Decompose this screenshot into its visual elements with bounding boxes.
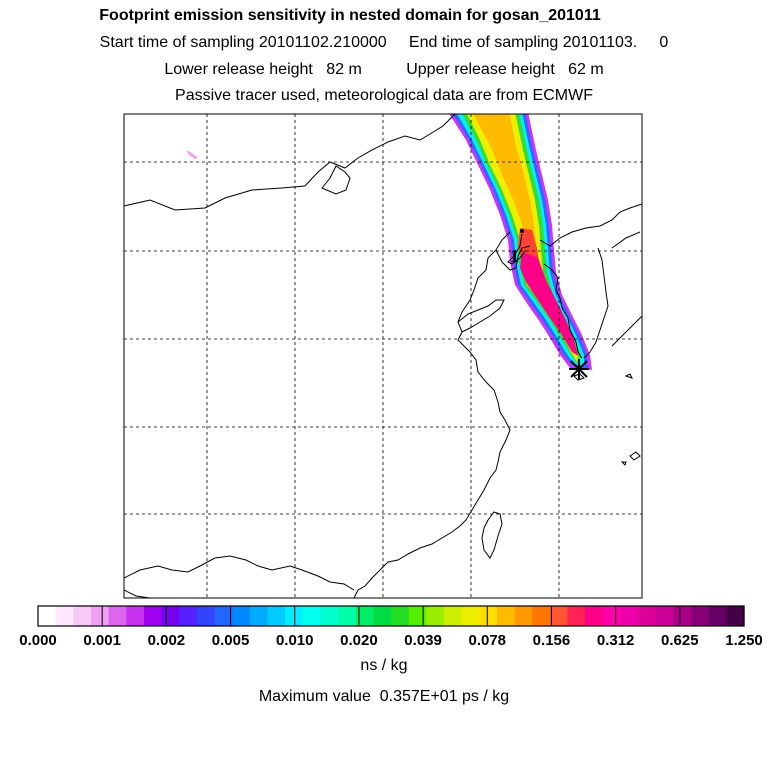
colorbar-tick-label: 0.000 xyxy=(19,632,57,649)
plume-band-magenta xyxy=(520,252,578,356)
colorbar-tick-label: 0.002 xyxy=(147,632,186,649)
colorbar-cell xyxy=(338,606,357,626)
colorbar-cell xyxy=(232,606,251,626)
islands-east-2 xyxy=(629,451,641,461)
colorbar-major-ticks xyxy=(37,606,745,626)
release-point-dot xyxy=(520,229,524,233)
colorbar-cell xyxy=(196,606,216,626)
colorbar-units: ns / kg xyxy=(360,657,408,674)
korea-border xyxy=(539,203,642,247)
colorbar-cell xyxy=(302,606,321,626)
colorbar-cell xyxy=(567,606,586,626)
colorbar-cell xyxy=(179,606,198,626)
taiwan-island xyxy=(481,511,503,559)
colorbar-cell xyxy=(585,606,604,626)
colorbar-cell xyxy=(320,606,339,626)
colorbar-cell xyxy=(108,606,127,626)
colorbar-cell xyxy=(461,606,480,626)
colorbar-cell xyxy=(673,606,692,626)
colorbar-cell xyxy=(532,606,551,626)
colorbar-cell xyxy=(443,606,463,626)
colorbar-cell xyxy=(426,606,445,626)
minor-footprint-patch xyxy=(186,150,198,159)
colorbar-cell xyxy=(549,606,569,626)
colorbar-cell xyxy=(267,606,286,626)
lat-lon-grid xyxy=(124,114,642,598)
tracer-info: Passive tracer used, meteorological data… xyxy=(175,87,593,104)
star-icon xyxy=(569,359,589,379)
colorbar-tick-label: 1.250 xyxy=(725,632,763,649)
colorbar-cell xyxy=(214,606,233,626)
colorbar-cell xyxy=(143,606,163,626)
bohai-gulf xyxy=(495,245,531,271)
map-frame xyxy=(123,113,643,599)
colorbar-tick-label: 0.156 xyxy=(532,632,571,649)
colorbar-tick-label: 0.005 xyxy=(211,632,250,649)
colorbar-cell xyxy=(285,606,304,626)
japan-coast xyxy=(611,315,642,347)
colorbar-tick-label: 0.001 xyxy=(83,632,121,649)
figure-title: Footprint emission sensitivity in nested… xyxy=(99,7,601,24)
islands-east-1 xyxy=(624,373,633,379)
liaodong-peninsula xyxy=(507,233,527,265)
colorbar-tick-label: 0.625 xyxy=(661,632,699,649)
release-point-label: 1 xyxy=(510,246,519,266)
map-panel: 1 xyxy=(124,114,642,598)
colorbar-cell xyxy=(38,606,57,626)
colorbar-cell xyxy=(479,606,498,626)
colorbar-cell xyxy=(708,606,727,626)
colorbar-tick-label: 0.010 xyxy=(275,632,314,649)
colorbar-cell xyxy=(355,606,374,626)
colorbar-cell xyxy=(638,606,657,626)
inland-border-south-2 xyxy=(124,589,151,598)
inner-mongolia-loop xyxy=(321,165,351,195)
maximum-value-text: Maximum value 0.357E+01 ps / kg xyxy=(258,688,510,705)
colorbar-cell xyxy=(496,606,516,626)
colorbar-cell xyxy=(602,606,622,626)
colorbar-tick-label: 0.312 xyxy=(596,632,635,649)
colorbar-cell xyxy=(126,606,145,626)
korean-peninsula-west xyxy=(543,263,583,359)
sampling-time-info: Start time of sampling 20101102.210000 E… xyxy=(99,34,669,51)
inland-border-south xyxy=(124,555,355,591)
colorbar-cell xyxy=(655,606,674,626)
colorbar-tick-label: 0.078 xyxy=(468,632,507,649)
colorbar-cell xyxy=(726,606,745,626)
colorbar-cell xyxy=(391,606,410,626)
colorbar-cell xyxy=(691,606,710,626)
colorbar-tick-label: 0.039 xyxy=(404,632,442,649)
korean-peninsula-east xyxy=(583,247,609,359)
shandong-peninsula xyxy=(457,299,505,333)
release-height-info: Lower release height 82 m Upper release … xyxy=(164,61,604,78)
colorbar-cell xyxy=(408,606,427,626)
colorbar-cell xyxy=(249,606,269,626)
colorbar-tick-label: 0.020 xyxy=(340,632,378,649)
islands-east-3 xyxy=(620,461,627,466)
colorbar-cell xyxy=(373,606,392,626)
colorbar-cell xyxy=(514,606,533,626)
border-northeast xyxy=(611,231,641,249)
colorbar-cell xyxy=(90,606,110,626)
colorbar-cell xyxy=(620,606,639,626)
colorbar xyxy=(38,606,745,626)
china-east-coast xyxy=(353,231,511,598)
colorbar-cell xyxy=(161,606,180,626)
colorbar-cell xyxy=(73,606,92,626)
colorbar-cell xyxy=(55,606,74,626)
